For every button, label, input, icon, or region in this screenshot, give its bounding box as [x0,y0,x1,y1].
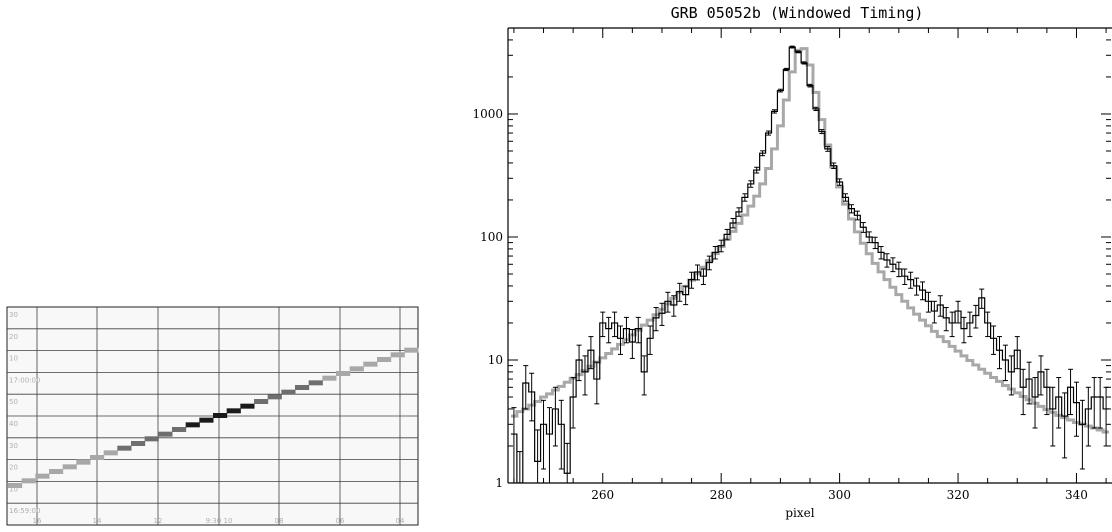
data-histogram [510,46,1110,483]
model-curve [510,47,1110,434]
strip-x-tick-label: 12 [154,517,163,525]
strip-chart: 30 20 10 17:00:00 50 40 30 20 10 16:59:00 16 14 12 9… [6,306,419,526]
strip-y-tick-label: 20 [9,333,18,341]
strip-trace-segment [295,385,310,390]
y-tick-label: 10 [488,353,503,367]
strip-trace-segment [76,459,91,465]
strip-trace-segment [49,469,64,474]
strip-x-tick-label: 06 [336,517,345,525]
light-curve-chart: GRB 05052b (Windowed Timing) 260 280 300 32… [472,4,1112,520]
x-axis-label: pixel [785,506,814,520]
y-tick-label: 1000 [472,107,503,121]
strip-trace-segment [363,361,378,367]
x-tick-label: 340 [1065,488,1088,502]
x-axis-ticks: 260 280 300 320 340 [513,28,1107,502]
strip-trace-segment [185,422,200,428]
strip-y-tick-label: 16:59:00 [9,507,40,515]
strip-trace-segment [240,403,255,409]
strip-trace-segment [254,399,269,404]
strip-y-tick-label: 30 [9,311,18,319]
strip-x-tick-label: 04 [396,517,405,525]
strip-y-tick-label: 10 [9,485,18,493]
strip-trace-segment [90,455,105,460]
strip-trace-segment [390,352,405,358]
strip-trace-segment [144,436,159,442]
strip-y-tick-label: 10 [9,355,18,363]
strip-trace-segment [281,389,296,395]
y-tick-label: 1 [495,476,503,490]
strip-trace-segment [349,366,364,372]
strip-chart-trace [8,347,419,488]
strip-trace-segment [213,413,228,418]
strip-trace-segment [62,464,77,470]
strip-trace-segment [35,473,50,479]
y-tick-label: 100 [480,230,503,244]
strip-y-tick-label: 30 [9,442,18,450]
strip-trace-segment [21,478,36,484]
strip-x-tick-label: 9:30 10 [206,517,233,525]
x-tick-label: 260 [591,488,614,502]
strip-trace-segment [199,417,214,423]
strip-x-tick-label: 14 [93,517,102,525]
x-tick-label: 280 [710,488,733,502]
strip-y-tick-label: 20 [9,464,18,472]
strip-trace-segment [117,445,132,451]
data-histogram-line [510,46,1110,483]
strip-trace-segment [377,357,392,362]
y-axis-ticks: 1 10 100 1000 [472,27,1111,490]
strip-trace-segment [322,375,337,381]
strip-x-tick-label: 08 [275,517,284,525]
strip-trace-segment [131,441,146,446]
strip-trace-segment [336,371,351,376]
strip-trace-segment [308,380,323,386]
strip-chart-x-labels: 16 14 12 9:30 10 08 06 04 [33,517,405,525]
strip-trace-segment [404,347,419,353]
strip-trace-segment [226,408,241,414]
strip-trace-segment [158,431,173,437]
strip-x-tick-label: 16 [33,517,42,525]
strip-chart-grid [7,307,418,525]
model-curve-line [510,47,1110,434]
x-tick-label: 300 [828,488,851,502]
x-tick-label: 320 [947,488,970,502]
strip-y-tick-label: 40 [9,420,18,428]
chart-title: GRB 05052b (Windowed Timing) [671,4,924,22]
strip-trace-segment [103,450,118,456]
strip-y-tick-label: 50 [9,398,18,406]
error-bars [511,45,1109,483]
strip-y-tick-label: 17:00:00 [9,376,40,384]
strip-trace-segment [267,394,282,400]
strip-trace-segment [8,483,23,488]
strip-chart-y-labels: 30 20 10 17:00:00 50 40 30 20 10 16:59:00 [9,311,40,515]
strip-trace-segment [172,427,187,432]
